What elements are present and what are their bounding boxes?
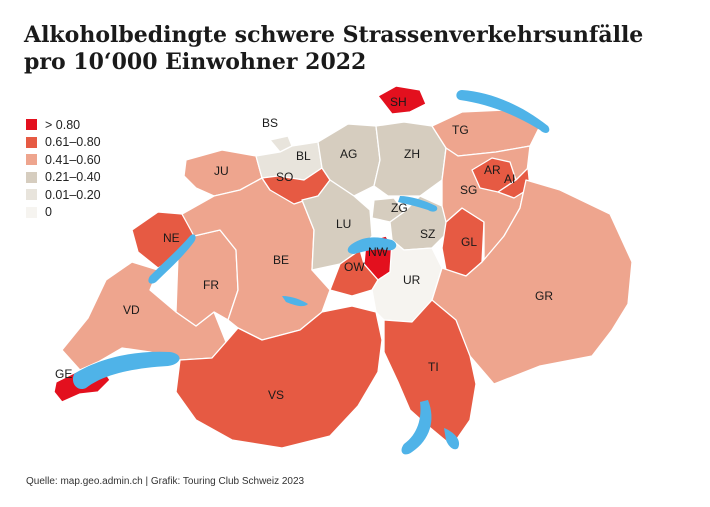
canton-label-SH: SH — [390, 95, 407, 109]
canton-ZH — [373, 121, 447, 197]
legend-swatch — [26, 154, 37, 166]
title-line-1: Alkoholbedingte schwere Strassenverkehrs… — [24, 22, 644, 48]
canton-label-AI: AI — [504, 172, 515, 186]
lake-constance — [456, 90, 550, 133]
canton-VS — [175, 305, 383, 449]
canton-label-JU: JU — [214, 164, 229, 178]
lake-lucerne — [347, 237, 397, 254]
lake-thun — [282, 296, 308, 307]
lake-geneva — [72, 351, 180, 390]
legend-label: 0 — [45, 205, 52, 220]
lake-neuchatel — [148, 234, 196, 284]
canton-TI — [383, 299, 477, 447]
canton-label-SZ: SZ — [420, 227, 435, 241]
lakes — [72, 90, 550, 455]
legend-label: 0.01–0.20 — [45, 187, 101, 202]
canton-label-ZG: ZG — [391, 201, 408, 215]
canton-label-GE: GE — [55, 367, 72, 381]
canton-label-FR: FR — [203, 278, 219, 292]
legend-item: 0.41–0.60 — [26, 151, 101, 169]
lake-lugano — [444, 428, 460, 450]
canton-label-SO: SO — [276, 170, 293, 184]
canton-AI — [497, 167, 531, 199]
legend-item: 0 — [26, 204, 101, 222]
legend-item: > 0.80 — [26, 116, 101, 134]
canton-label-ZH: ZH — [404, 147, 420, 161]
legend-label: 0.41–0.60 — [45, 152, 101, 167]
lake-maggiore — [401, 400, 432, 455]
title-line-2: pro 10‘000 Einwohner 2022 — [24, 49, 367, 75]
legend-swatch — [26, 206, 37, 218]
canton-label-BL: BL — [296, 149, 311, 163]
legend-swatch — [26, 189, 37, 201]
canton-label-GL: GL — [461, 235, 477, 249]
legend-item: 0.61–0.80 — [26, 134, 101, 152]
legend-label: 0.61–0.80 — [45, 135, 101, 150]
source-credit: Quelle: map.geo.admin.ch | Grafik: Touri… — [26, 476, 305, 487]
canton-label-BS: BS — [262, 116, 278, 130]
canton-label-LU: LU — [336, 217, 351, 231]
canton-label-NE: NE — [163, 231, 180, 245]
legend-label: 0.21–0.40 — [45, 170, 101, 185]
canton-label-NW: NW — [368, 245, 389, 259]
canton-label-AR: AR — [484, 163, 501, 177]
legend: > 0.80 0.61–0.80 0.41–0.60 0.21–0.40 0.0… — [26, 116, 101, 221]
canton-label-UR: UR — [403, 273, 421, 287]
canton-OW — [329, 249, 379, 297]
legend-swatch — [26, 136, 37, 148]
canton-labels: SH BS TG BL AG ZH AR AI JU SO SG ZG NE L… — [55, 95, 553, 402]
legend-item: 0.21–0.40 — [26, 169, 101, 187]
canton-GR — [431, 179, 633, 385]
lake-zurich — [398, 196, 438, 212]
canton-label-GR: GR — [535, 289, 553, 303]
legend-swatch — [26, 171, 37, 183]
canton-label-OW: OW — [344, 260, 365, 274]
legend-item: 0.01–0.20 — [26, 186, 101, 204]
legend-swatch — [26, 119, 37, 131]
canton-SH — [377, 85, 427, 115]
canton-label-VS: VS — [268, 388, 284, 402]
canton-label-SG: SG — [460, 183, 477, 197]
chart-title: Alkoholbedingte schwere Strassenverkehrs… — [24, 22, 684, 76]
canton-label-VD: VD — [123, 303, 140, 317]
canton-label-TG: TG — [452, 123, 469, 137]
canton-label-BE: BE — [273, 253, 289, 267]
canton-label-TI: TI — [428, 360, 439, 374]
canton-label-AG: AG — [340, 147, 357, 161]
legend-label: > 0.80 — [45, 117, 81, 132]
